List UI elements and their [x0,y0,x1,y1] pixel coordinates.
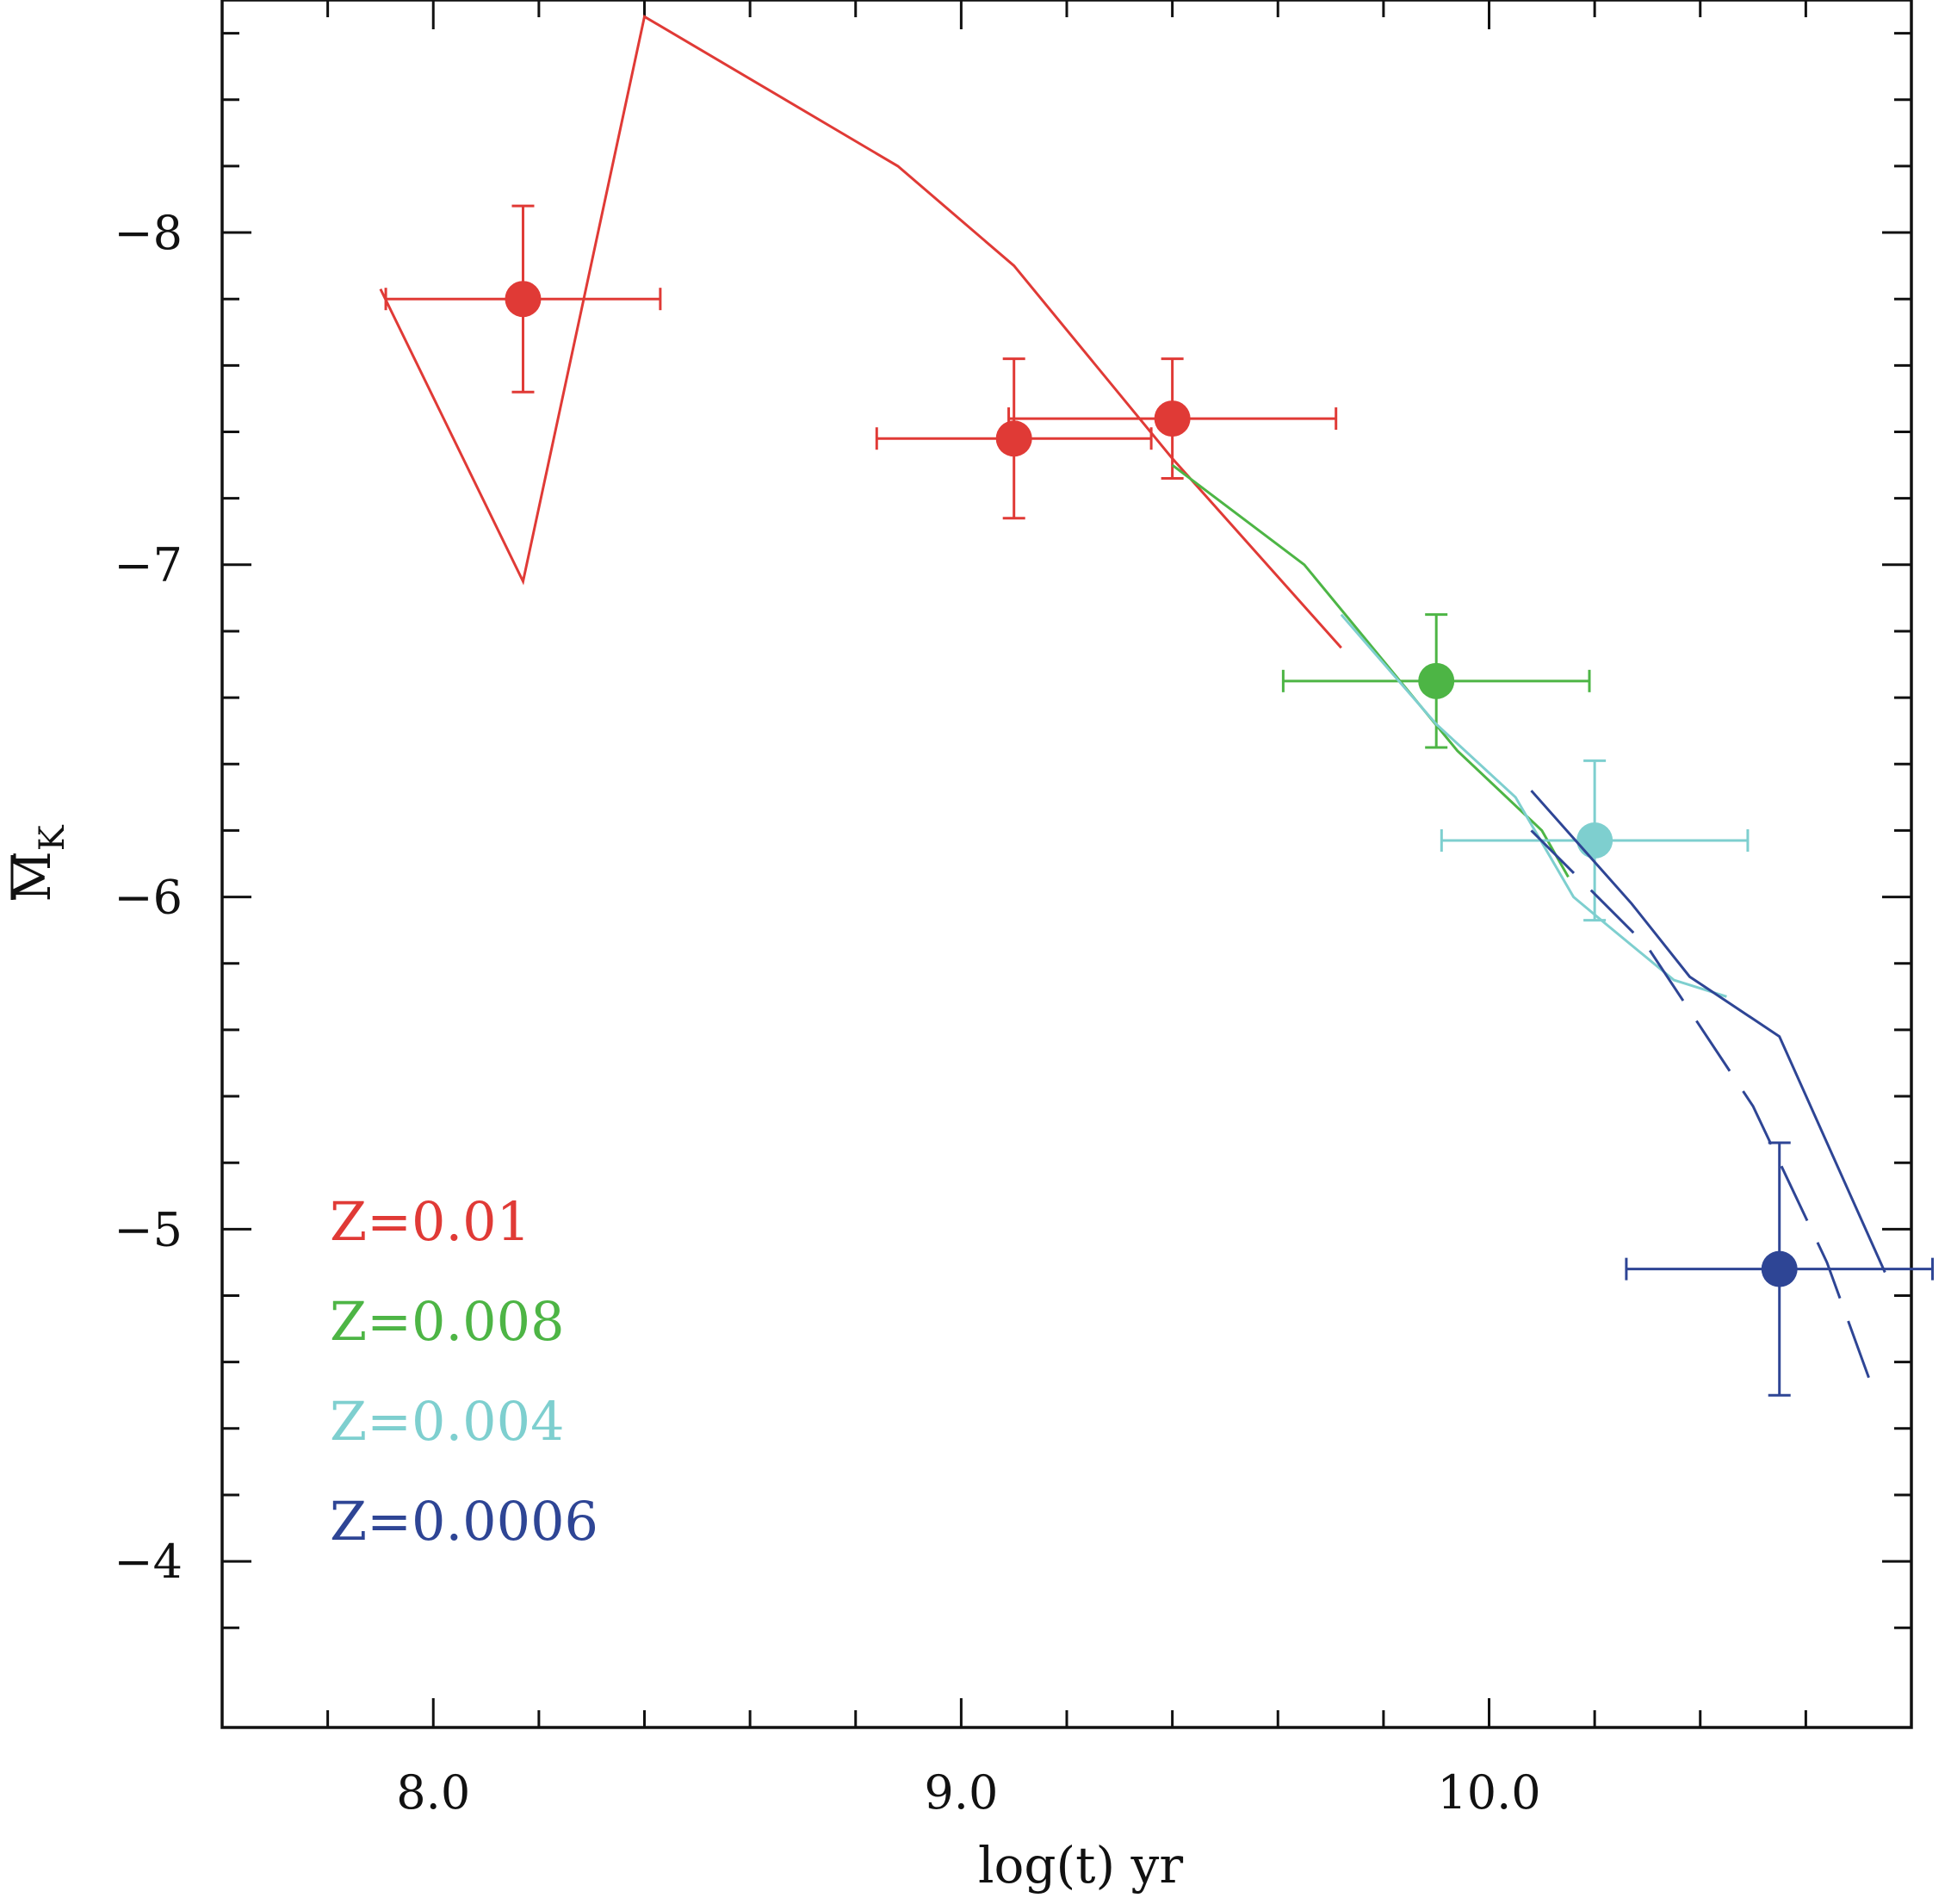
data-point [995,420,1032,457]
data-point [505,281,542,318]
y-axis-title-sub: K [33,824,72,851]
data-point [1418,662,1455,699]
legend-entry: Z=0.004 [330,1390,565,1453]
legend-entry: Z=0.01 [330,1190,530,1253]
axis-ticks [222,0,1911,1727]
plot-frame [220,0,1913,1729]
legend: Z=0.01 Z=0.008 Z=0.004 Z=0.0006 [330,1190,598,1553]
legend-entry: Z=0.0006 [330,1490,598,1553]
legend-entry: Z=0.008 [330,1290,565,1353]
series-line [1530,790,1886,1274]
series-line [379,14,1342,649]
y-tick-label: −8 [114,206,183,260]
y-tick-label: −4 [114,1535,183,1589]
y-axis-title: MK [3,824,72,902]
series-line [1340,613,1727,998]
data-point [1576,822,1613,859]
series-Z=0.01 [379,14,1342,649]
x-tick-label: 8.0 [396,1765,470,1820]
y-tick-label: −5 [114,1202,183,1256]
x-tick-label: 10.0 [1437,1765,1540,1820]
series-dashed-line [1530,829,1871,1380]
series-Z=0.0006 [1530,790,1935,1397]
data-point [1154,400,1191,437]
y-tick-label: −6 [114,871,183,925]
series-Z=0.004 [1340,613,1750,998]
x-axis-title: log(t) yr [978,1836,1183,1895]
series-line [1171,463,1570,878]
data-point [1761,1250,1798,1287]
series-layer [379,14,1935,1397]
x-tick-label: 9.0 [924,1765,998,1820]
svg-text:MK: MK [3,824,72,902]
tick-labels: 8.0 9.0 10.0 −8 −7 −6 −5 −4 [114,206,1540,1820]
y-tick-label: −7 [114,538,183,592]
